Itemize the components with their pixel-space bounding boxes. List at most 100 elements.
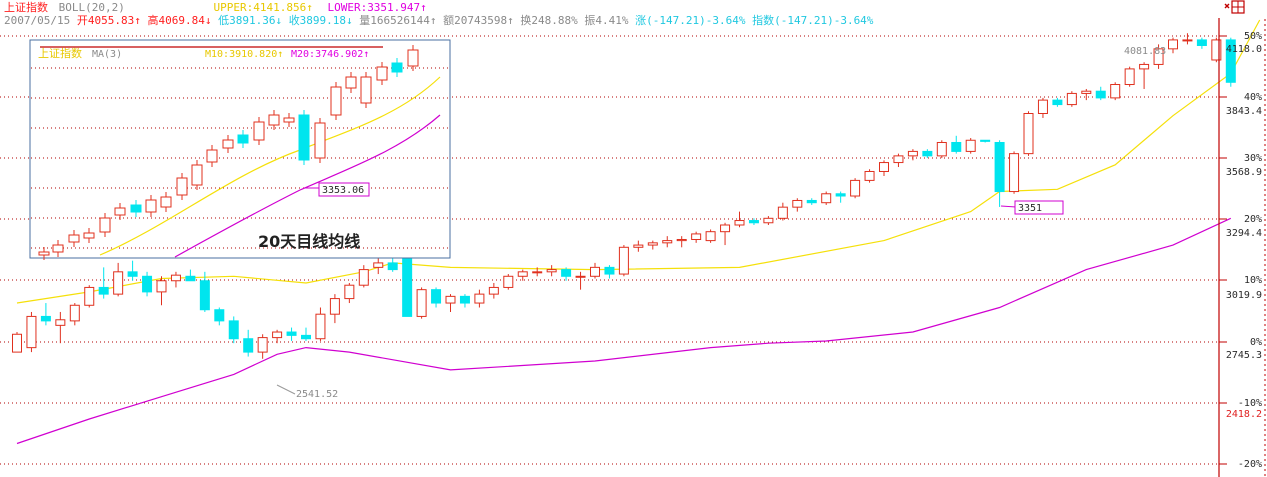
- candle: [1052, 97, 1063, 107]
- inset-candle: [314, 118, 326, 163]
- candle: [1153, 44, 1164, 69]
- candle: [879, 160, 889, 176]
- candle: [257, 334, 268, 359]
- percent-tick-label: 10%: [1244, 275, 1262, 286]
- inset-candle: [237, 130, 249, 148]
- candle: [647, 240, 658, 250]
- candle: [1095, 86, 1106, 101]
- candle: [387, 256, 398, 272]
- inset-candle: [176, 173, 188, 200]
- candle: [142, 271, 153, 297]
- inset-candle: [191, 160, 203, 190]
- candle: [590, 262, 600, 279]
- mid-low-box: [1014, 200, 1064, 215]
- date-value: 2007/05/15: [4, 14, 71, 27]
- candle: [1211, 37, 1222, 63]
- candle: [12, 332, 22, 353]
- inset-m20-label: M20:3746.902↑: [291, 49, 369, 60]
- candle: [792, 198, 803, 212]
- candle: [40, 303, 51, 326]
- candle: [720, 222, 731, 246]
- close-value: 收3899.18↓: [288, 14, 353, 27]
- inset-candle: [330, 82, 342, 120]
- inset-title: 上证指数: [38, 46, 82, 60]
- lower-value: LOWER:3351.947↑: [327, 1, 427, 14]
- candle: [1066, 91, 1077, 107]
- right-axis: 50% 40% 30% 20% 10% 0% -10% -20% 4118.0 3843.4 356…: [1218, 18, 1266, 477]
- percent-tick-label: 40%: [1244, 92, 1262, 103]
- candle: [1182, 33, 1193, 45]
- candle: [980, 139, 991, 143]
- inset-candle: [160, 192, 172, 212]
- candle: [488, 282, 499, 299]
- inset-candle: [222, 135, 234, 153]
- mid-low-label: 3351: [1018, 203, 1042, 214]
- lower-band-line: [16, 217, 1232, 445]
- candle: [402, 256, 413, 317]
- candle: [503, 274, 514, 290]
- price-tick-label: 4118.0: [1226, 44, 1262, 55]
- candle: [1081, 88, 1092, 101]
- candle: [373, 258, 384, 275]
- amount-value: 额20743598↑: [443, 14, 514, 27]
- candle: [113, 262, 124, 297]
- candle: [951, 135, 962, 154]
- percent-tick-label: 30%: [1244, 153, 1262, 164]
- candle: [604, 265, 615, 279]
- candle: [199, 271, 210, 312]
- candle: [1110, 82, 1121, 101]
- candle: [994, 140, 1005, 207]
- candle: [358, 265, 369, 288]
- candle: [835, 191, 846, 203]
- candle: [561, 267, 572, 281]
- candle: [344, 282, 355, 304]
- inset-candle: [38, 247, 50, 260]
- inset-candle: [253, 117, 265, 145]
- percent-tick-label: -20%: [1238, 459, 1262, 470]
- inset-ma-label: MA(3): [92, 49, 122, 60]
- candle: [1139, 62, 1150, 89]
- inset-candle: [206, 145, 218, 167]
- inset-low-label: 3353.06: [322, 185, 364, 196]
- main-low-pointer: [276, 384, 296, 395]
- candle: [1196, 37, 1207, 49]
- inset-candle: [114, 203, 126, 220]
- upper-band-line: [16, 19, 1261, 304]
- amplitude-value: 振4.41%: [584, 14, 629, 27]
- inset-candle: [130, 200, 142, 217]
- candle: [936, 140, 947, 159]
- grid-lines: [0, 35, 1218, 465]
- candle: [243, 329, 254, 357]
- inset-candle: [407, 45, 419, 71]
- inset-candle: [268, 110, 280, 130]
- main-high-label: 4081.83: [1124, 46, 1166, 57]
- price-tick-label: 2418.2: [1226, 409, 1262, 420]
- candle: [127, 260, 138, 281]
- candle: [748, 218, 759, 225]
- candle: [170, 271, 181, 288]
- candle: [301, 327, 311, 341]
- candle: [662, 236, 673, 248]
- candle: [84, 285, 95, 308]
- candle: [806, 198, 817, 205]
- candle: [431, 287, 442, 308]
- candle: [850, 178, 861, 199]
- candle: [821, 191, 832, 205]
- candle: [329, 294, 340, 324]
- candle: [893, 153, 904, 168]
- percent-tick-label: 0%: [1250, 337, 1262, 348]
- candle: [734, 211, 745, 228]
- price-tick-label: 3019.9: [1226, 290, 1262, 301]
- candle: [1124, 66, 1135, 87]
- candle: [315, 307, 326, 341]
- candle: [416, 287, 427, 319]
- percent-tick-label: 20%: [1244, 214, 1262, 225]
- candle: [922, 149, 933, 159]
- candle: [185, 269, 196, 282]
- candle: [763, 216, 774, 225]
- candle: [98, 267, 109, 299]
- candles-group: [12, 33, 1236, 359]
- chart-settings-icon[interactable]: [1224, 0, 1245, 14]
- inset-panel: 上证指数 MA(3) M10:3910.820↑ M20:3746.902↑ 3…: [29, 39, 451, 260]
